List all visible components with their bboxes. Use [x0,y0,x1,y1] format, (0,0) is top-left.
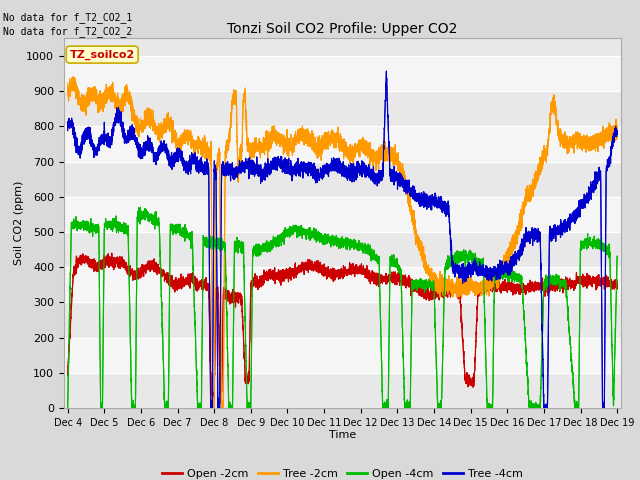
Bar [64,197,621,232]
Legend: Open -2cm, Tree -2cm, Open -4cm, Tree -4cm: Open -2cm, Tree -2cm, Open -4cm, Tree -4… [157,465,527,480]
Y-axis label: Soil CO2 (ppm): Soil CO2 (ppm) [13,181,24,265]
Bar [64,302,621,337]
Bar [64,21,621,56]
Bar [64,56,621,91]
Text: TZ_soilco2: TZ_soilco2 [70,49,135,60]
X-axis label: Time: Time [329,431,356,441]
Bar [64,162,621,197]
Bar [64,91,621,126]
Bar [64,267,621,302]
Bar [64,232,621,267]
Bar [64,373,621,408]
Bar [64,337,621,373]
Text: No data for f_T2_CO2_2: No data for f_T2_CO2_2 [3,26,132,37]
Title: Tonzi Soil CO2 Profile: Upper CO2: Tonzi Soil CO2 Profile: Upper CO2 [227,22,458,36]
Bar [64,126,621,162]
Text: No data for f_T2_CO2_1: No data for f_T2_CO2_1 [3,12,132,23]
